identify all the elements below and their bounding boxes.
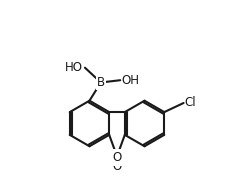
Text: HO: HO	[65, 61, 83, 74]
Text: Cl: Cl	[185, 97, 196, 110]
Text: B: B	[97, 76, 105, 89]
Text: OH: OH	[121, 74, 139, 87]
Text: O: O	[112, 160, 122, 173]
Text: O: O	[112, 151, 122, 164]
